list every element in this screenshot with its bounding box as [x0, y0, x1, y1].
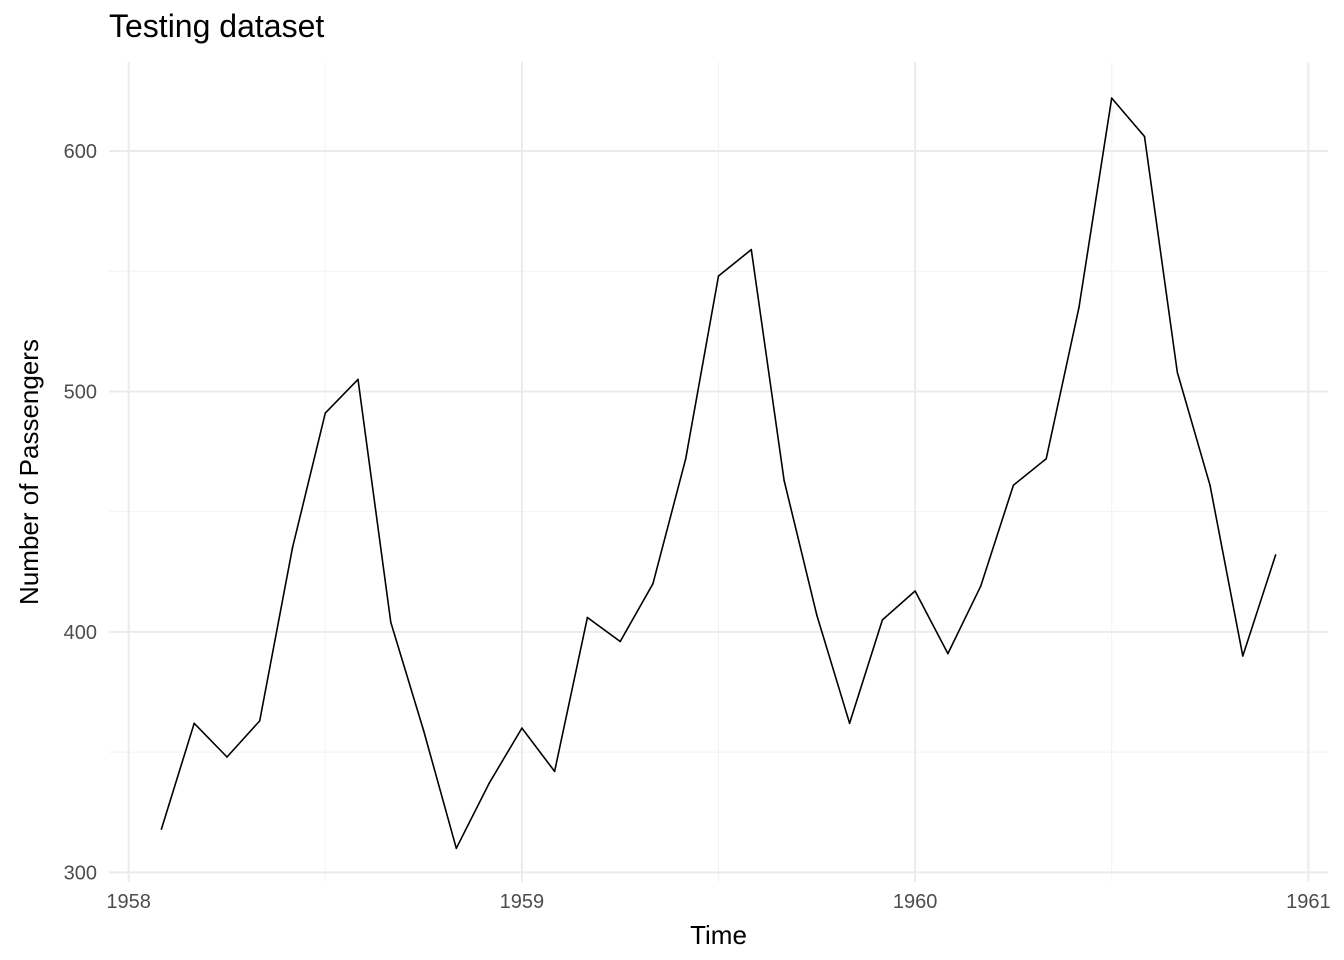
data-point [848, 722, 851, 725]
data-point [553, 770, 556, 773]
data-point [422, 729, 425, 732]
data-point [324, 412, 327, 414]
data-point [1241, 655, 1244, 657]
data-point [979, 585, 982, 588]
data-point [1209, 484, 1211, 487]
series-layer [160, 97, 1277, 850]
data-point [881, 619, 884, 621]
data-point [160, 828, 163, 830]
data-point [193, 722, 196, 725]
data-point [357, 378, 359, 381]
y-tick-label: 600 [64, 141, 97, 163]
data-point [816, 614, 818, 616]
data-point [455, 847, 458, 850]
data-point [1045, 457, 1047, 460]
data-point [1078, 306, 1080, 309]
data-point [717, 275, 720, 277]
data-point [914, 590, 916, 592]
y-tick-label: 300 [64, 862, 97, 884]
data-point [586, 616, 589, 619]
data-point [1012, 484, 1015, 487]
y-axis-label: Number of Passengers [14, 339, 44, 605]
data-point [1274, 554, 1277, 556]
data-point [1110, 97, 1113, 99]
data-point [684, 457, 687, 460]
data-point [226, 756, 228, 758]
y-axis-ticks: 300 400 500 600 [64, 141, 97, 884]
x-tick-label: 1958 [106, 891, 151, 913]
data-point [258, 720, 261, 722]
y-tick-label: 400 [64, 622, 97, 644]
data-point [947, 652, 949, 655]
data-point [521, 727, 523, 729]
data-point [1143, 135, 1146, 138]
chart-title: Testing dataset [109, 8, 325, 44]
data-point [488, 782, 490, 785]
x-axis-label: Time [690, 920, 747, 950]
data-point [1176, 371, 1179, 374]
x-tick-label: 1960 [893, 891, 938, 913]
minor-gridlines [109, 62, 1328, 882]
data-point [619, 640, 621, 643]
data-point [291, 546, 294, 549]
data-point [652, 583, 654, 585]
major-gridlines [109, 62, 1328, 882]
x-tick-label: 1961 [1286, 891, 1331, 913]
data-point [750, 248, 753, 251]
x-axis-ticks: 1958 1959 1960 1961 [106, 891, 1330, 913]
y-tick-label: 500 [64, 381, 97, 403]
data-point [783, 479, 785, 482]
x-tick-label: 1959 [500, 891, 545, 913]
data-point [390, 621, 392, 624]
